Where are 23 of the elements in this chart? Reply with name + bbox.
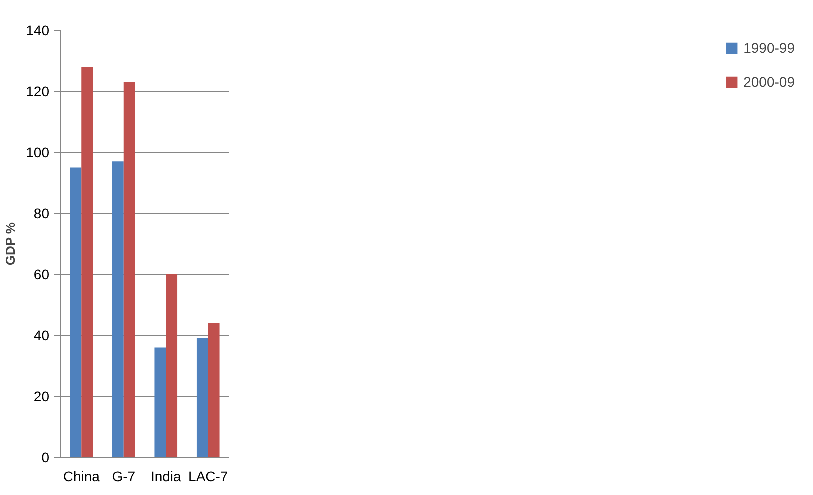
y-tick-label: 60 [34, 266, 50, 282]
x-tick-label: India [150, 468, 182, 484]
x-tick-label: China [63, 468, 100, 484]
bar [166, 274, 178, 458]
bar [208, 323, 220, 458]
y-tick-label: 40 [34, 328, 50, 344]
x-tick-label: LAC-7 [188, 468, 228, 484]
y-tick-label: 100 [26, 144, 50, 160]
bar [70, 168, 82, 458]
y-tick-label: 120 [26, 84, 50, 100]
y-tick-label: 80 [34, 206, 50, 222]
bar [154, 348, 166, 458]
y-tick-label: 140 [26, 22, 50, 38]
y-axis-title: GDP % [3, 222, 18, 266]
bar [196, 338, 208, 458]
bar [112, 162, 124, 458]
x-tick-label: G-7 [112, 468, 136, 484]
y-tick-label: 20 [34, 388, 50, 404]
legend-label: 1990-99 [744, 40, 795, 56]
bar [82, 67, 94, 458]
y-tick-label: 0 [42, 450, 50, 466]
legend-label: 2000-09 [744, 74, 795, 90]
bar [124, 82, 136, 458]
